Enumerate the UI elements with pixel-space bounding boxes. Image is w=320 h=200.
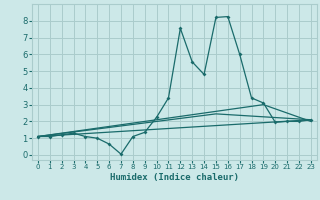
X-axis label: Humidex (Indice chaleur): Humidex (Indice chaleur) bbox=[110, 173, 239, 182]
